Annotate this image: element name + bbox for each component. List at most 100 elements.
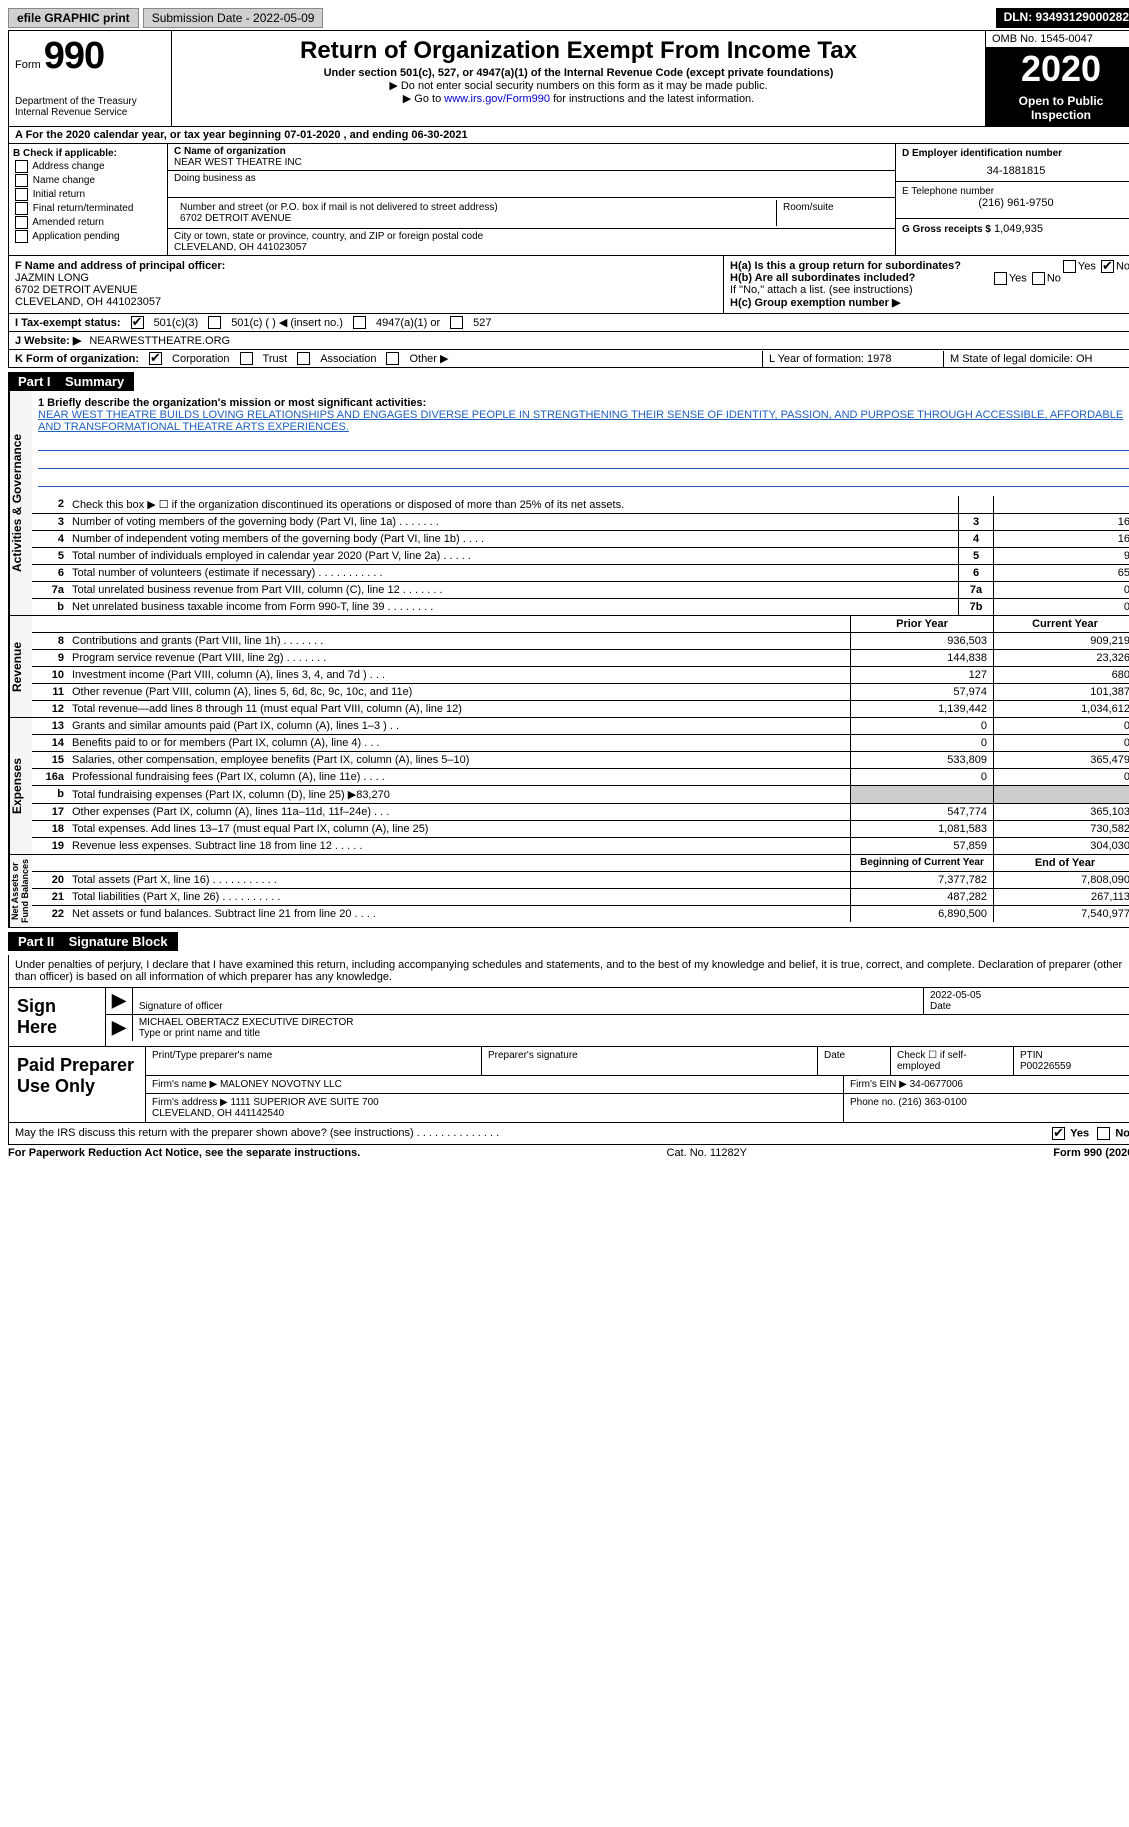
- dba-label: Doing business as: [174, 173, 889, 184]
- hdr-prior: Prior Year: [850, 616, 993, 632]
- submission-date: Submission Date - 2022-05-09: [143, 8, 324, 28]
- check-527[interactable]: [450, 316, 463, 329]
- org-name-label: C Name of organization: [174, 146, 889, 157]
- table-row: 6Total number of volunteers (estimate if…: [32, 565, 1129, 582]
- discuss-row: May the IRS discuss this return with the…: [8, 1123, 1129, 1145]
- officer-addr2: CLEVELAND, OH 441023057: [15, 296, 717, 308]
- mission-label: 1 Briefly describe the organization's mi…: [38, 397, 1129, 409]
- city-label: City or town, state or province, country…: [174, 231, 889, 242]
- ein-label: D Employer identification number: [902, 148, 1129, 159]
- ein-value: 34-1881815: [902, 165, 1129, 177]
- check-final-return[interactable]: Final return/terminated: [13, 202, 163, 215]
- check-corporation[interactable]: [149, 352, 162, 365]
- footer-line: For Paperwork Reduction Act Notice, see …: [8, 1145, 1129, 1161]
- hdr-end: End of Year: [993, 855, 1129, 871]
- gross-label: G Gross receipts $: [902, 224, 991, 235]
- table-row: 7aTotal unrelated business revenue from …: [32, 582, 1129, 599]
- check-name-change[interactable]: Name change: [13, 174, 163, 187]
- signature-block: Under penalties of perjury, I declare th…: [8, 955, 1129, 1047]
- hc-label: H(c) Group exemption number ▶: [730, 296, 1129, 309]
- sig-name-title: MICHAEL OBERTACZ EXECUTIVE DIRECTOR: [139, 1017, 1129, 1028]
- firm-ein-label: Firm's EIN ▶: [850, 1079, 907, 1090]
- table-row: 21Total liabilities (Part X, line 26) . …: [32, 889, 1129, 906]
- prep-name-label: Print/Type preparer's name: [152, 1050, 475, 1061]
- tax-exempt-label: I Tax-exempt status:: [15, 317, 121, 329]
- table-row: 19Revenue less expenses. Subtract line 1…: [32, 838, 1129, 854]
- check-trust[interactable]: [240, 352, 253, 365]
- table-row: 15Salaries, other compensation, employee…: [32, 752, 1129, 769]
- check-association[interactable]: [297, 352, 310, 365]
- vtab-governance: Activities & Governance: [9, 391, 32, 615]
- officer-name: JAZMIN LONG: [15, 272, 717, 284]
- part2-header: Part II Signature Block: [8, 932, 178, 951]
- phone-label: E Telephone number: [902, 186, 1129, 197]
- firm-name-label: Firm's name ▶: [152, 1079, 217, 1090]
- sig-officer-label: Signature of officer: [139, 1001, 917, 1012]
- ptin-value: P00226559: [1020, 1061, 1129, 1072]
- form-ref: Form 990 (2020): [1053, 1147, 1129, 1159]
- form-note2: ▶ Go to www.irs.gov/Form990 for instruct…: [178, 92, 979, 105]
- table-row: bTotal fundraising expenses (Part IX, co…: [32, 786, 1129, 804]
- cat-no: Cat. No. 11282Y: [360, 1147, 1053, 1159]
- check-other[interactable]: [386, 352, 399, 365]
- prep-phone-label: Phone no.: [850, 1097, 896, 1108]
- table-row: 13Grants and similar amounts paid (Part …: [32, 718, 1129, 735]
- check-application-pending[interactable]: Application pending: [13, 230, 163, 243]
- summary-net: Net Assets or Fund Balances Beginning of…: [8, 855, 1129, 928]
- dept-label: Department of the Treasury Internal Reve…: [15, 96, 165, 118]
- table-row: 2Check this box ▶ ☐ if the organization …: [32, 496, 1129, 514]
- check-501c[interactable]: [208, 316, 221, 329]
- section-c: C Name of organization NEAR WEST THEATRE…: [168, 144, 895, 255]
- check-address-change[interactable]: Address change: [13, 160, 163, 173]
- table-row: bNet unrelated business taxable income f…: [32, 599, 1129, 615]
- check-amended-return[interactable]: Amended return: [13, 216, 163, 229]
- sig-declaration: Under penalties of perjury, I declare th…: [9, 955, 1129, 988]
- irs-link[interactable]: www.irs.gov/Form990: [444, 93, 550, 105]
- addr-label: Number and street (or P.O. box if mail i…: [180, 202, 770, 213]
- hb-note: If "No," attach a list. (see instruction…: [730, 284, 1129, 296]
- table-row: 20Total assets (Part X, line 16) . . . .…: [32, 872, 1129, 889]
- vtab-net: Net Assets or Fund Balances: [9, 855, 32, 927]
- section-f: F Name and address of principal officer:…: [9, 256, 723, 313]
- website-value: NEARWESTTHEATRE.ORG: [89, 335, 230, 347]
- room-label: Room/suite: [783, 202, 883, 213]
- form-subtitle: Under section 501(c), 527, or 4947(a)(1)…: [178, 67, 979, 79]
- vtab-expenses: Expenses: [9, 718, 32, 854]
- check-initial-return[interactable]: Initial return: [13, 188, 163, 201]
- summary-revenue: Revenue Prior YearCurrent Year 8Contribu…: [8, 616, 1129, 718]
- discuss-no[interactable]: [1097, 1127, 1110, 1140]
- form-number: 990: [44, 35, 104, 77]
- form-header: Form 990 Department of the Treasury Inte…: [8, 30, 1129, 127]
- table-row: 17Other expenses (Part IX, column (A), l…: [32, 804, 1129, 821]
- block-bcd: B Check if applicable: Address change Na…: [8, 144, 1129, 256]
- check-501c3[interactable]: [131, 316, 144, 329]
- table-row: 5Total number of individuals employed in…: [32, 548, 1129, 565]
- firm-addr-label: Firm's address ▶: [152, 1097, 228, 1108]
- check-4947[interactable]: [353, 316, 366, 329]
- table-row: 9Program service revenue (Part VIII, lin…: [32, 650, 1129, 667]
- preparer-label: Paid Preparer Use Only: [9, 1047, 146, 1122]
- org-address: 6702 DETROIT AVENUE: [180, 213, 770, 224]
- sign-here-label: Sign Here: [9, 988, 106, 1046]
- discuss-yes[interactable]: [1052, 1127, 1065, 1140]
- table-row: 11Other revenue (Part VIII, column (A), …: [32, 684, 1129, 701]
- table-row: 18Total expenses. Add lines 13–17 (must …: [32, 821, 1129, 838]
- prep-date-label: Date: [824, 1050, 884, 1061]
- row-j: J Website: ▶ NEARWESTTHEATRE.ORG: [8, 332, 1129, 350]
- table-row: 14Benefits paid to or for members (Part …: [32, 735, 1129, 752]
- row-i: I Tax-exempt status: 501(c)(3) 501(c) ( …: [8, 314, 1129, 332]
- firm-ein: 34-0677006: [910, 1079, 963, 1090]
- form-org-label: K Form of organization:: [15, 353, 139, 365]
- section-b: B Check if applicable: Address change Na…: [9, 144, 168, 255]
- summary-governance: Activities & Governance 1 Briefly descri…: [8, 391, 1129, 616]
- section-h: H(a) Is this a group return for subordin…: [723, 256, 1129, 313]
- table-row: 8Contributions and grants (Part VIII, li…: [32, 633, 1129, 650]
- table-row: 12Total revenue—add lines 8 through 11 (…: [32, 701, 1129, 717]
- prep-phone: (216) 363-0100: [898, 1097, 966, 1108]
- efile-print-button[interactable]: efile GRAPHIC print: [8, 8, 139, 28]
- officer-label: F Name and address of principal officer:: [15, 260, 717, 272]
- prep-self-employed[interactable]: Check ☐ if self-employed: [891, 1047, 1014, 1075]
- form-word: Form: [15, 59, 41, 71]
- officer-addr1: 6702 DETROIT AVENUE: [15, 284, 717, 296]
- top-bar: efile GRAPHIC print Submission Date - 20…: [8, 8, 1129, 28]
